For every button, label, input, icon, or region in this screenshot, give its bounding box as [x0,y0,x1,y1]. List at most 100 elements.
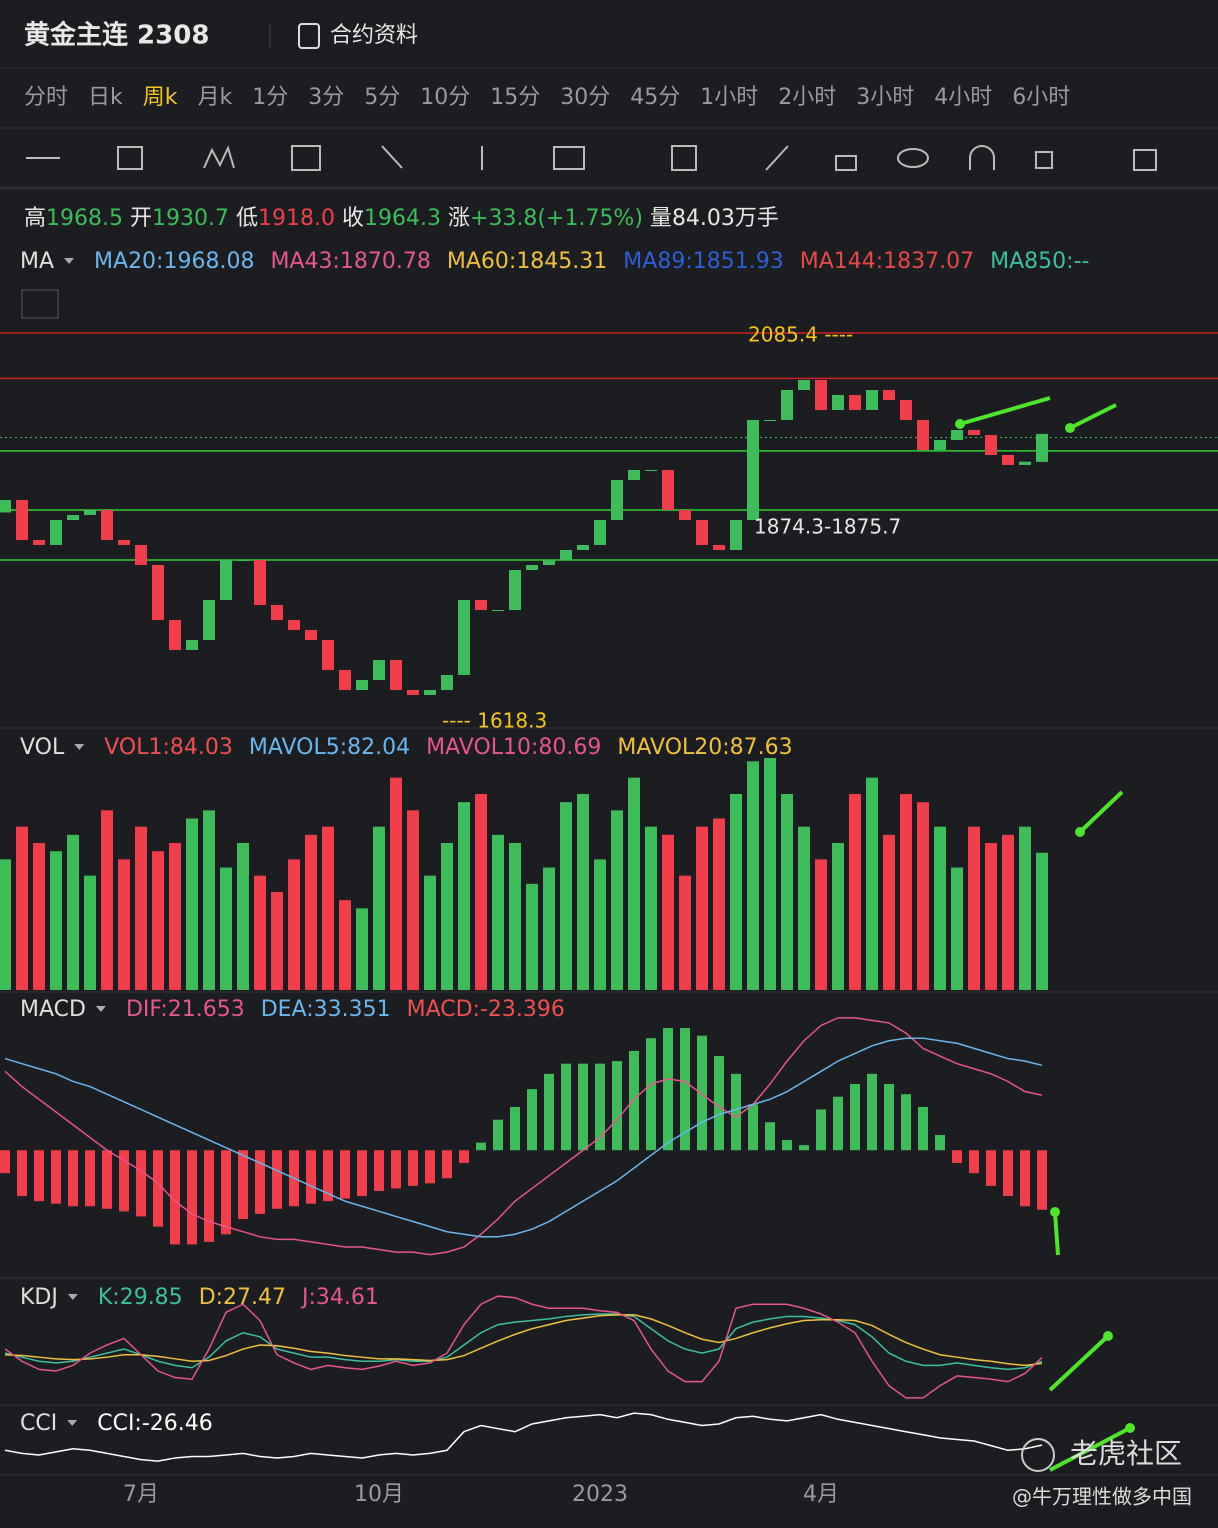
legend-item: MAVOL20:87.63 [617,735,792,760]
tool-copy[interactable] [1035,151,1053,169]
macd-bar [136,1150,146,1217]
tool-rect[interactable] [117,146,143,170]
candle [186,640,198,650]
candle [798,380,810,390]
volume-bar [611,810,623,990]
macd-bar [153,1150,163,1227]
timeframe-tab[interactable]: 3小时 [856,85,914,110]
timeframe-tab[interactable]: 1分 [252,85,288,110]
candle [781,390,793,420]
indicator-line [4,1313,1043,1371]
tool-eye[interactable] [897,148,929,168]
timeframe-tab[interactable]: 6小时 [1012,85,1070,110]
high-annotation: 2085.4 ---- [748,323,853,347]
volume-bar [203,810,215,990]
tool-grid[interactable] [291,145,321,171]
macd-bar [612,1061,622,1151]
annotation-arrow [1069,403,1117,430]
macd-bar [476,1142,486,1151]
tool-magnet[interactable] [969,145,995,170]
indicator-name[interactable]: VOL [20,735,65,760]
macd-bar [952,1150,962,1163]
tool-candle[interactable] [671,145,697,171]
candle [84,510,96,515]
volume-bar [186,818,198,990]
volume-bar [33,843,45,990]
indicator-name[interactable]: MA [20,249,54,274]
annotation-arrow [1048,1334,1110,1392]
timeframe-tab[interactable]: 30分 [560,85,610,110]
stat-label: 涨 [448,206,470,231]
dropdown [64,258,75,264]
candle [271,605,283,620]
legend-item: MA60:1845.31 [447,249,607,274]
candle [254,560,266,605]
watermark: 老虎社区 [1070,1437,1182,1470]
timeframe-tab[interactable]: 4小时 [934,85,992,110]
annotation-arrow [959,396,1051,426]
macd-bar [102,1150,112,1209]
macd-bar [391,1150,401,1189]
timeframe-tab[interactable]: 2小时 [778,85,836,110]
timeframe-tab[interactable]: 周k [143,85,178,110]
legend-item: VOL1:84.03 [104,735,233,760]
tool-arrow[interactable] [381,145,403,169]
tool-pen[interactable] [765,145,789,171]
arrow-head [1050,1207,1060,1217]
macd-bar [561,1063,571,1151]
volume-bar [560,802,572,990]
legend-item: D:27.47 [199,1285,286,1310]
volume-bar [254,875,266,990]
macd-bar [850,1084,860,1151]
tool-wave[interactable] [203,145,235,169]
volume-bar [84,875,96,990]
tool-delete[interactable] [1133,149,1157,171]
macd-bar [918,1106,928,1151]
timeframe-tab[interactable]: 1小时 [700,85,758,110]
macd-bar [527,1089,537,1151]
candle [1019,461,1031,465]
timeframe-tab[interactable]: 3分 [308,85,344,110]
watermark-logo [1021,1438,1055,1472]
volume-bar [764,758,776,990]
macd-bar [51,1150,61,1204]
legend-item: MA20:1968.08 [94,249,254,274]
candle [407,690,419,695]
legend-item: MACD:-23.396 [407,997,565,1022]
volume-bar [271,892,283,990]
indicator-name[interactable]: MACD [20,997,86,1022]
volume-bar [118,859,130,990]
timeframe-tab[interactable]: 15分 [490,85,540,110]
timeframe-tab[interactable]: 分时 [24,85,68,110]
indicator-name[interactable]: CCI [20,1411,57,1436]
macd-bar [697,1035,707,1151]
timeframe-tab[interactable]: 45分 [630,85,680,110]
candle [220,560,232,600]
indicator-name[interactable]: KDJ [20,1285,58,1310]
tool-text[interactable] [553,146,585,170]
timeframe-tab[interactable]: 月k [198,85,233,110]
timeframe-tab[interactable]: 5分 [364,85,400,110]
macd-bar [34,1150,44,1202]
macd-bar [833,1096,843,1151]
timeframe-tab[interactable]: 日k [88,85,123,110]
tool-lock[interactable] [835,155,857,171]
x-tick-label: 2023 [572,1482,628,1507]
contract-link[interactable]: 合约资料 [330,23,418,48]
collapse-button[interactable] [21,289,59,319]
candle [33,540,45,545]
volume-bar [1019,826,1031,990]
stat-label: 低 [236,206,258,231]
volume-bar [322,826,334,990]
candle [390,660,402,690]
timeframe-tab[interactable]: 10分 [420,85,470,110]
low-annotation: ---- 1618.3 [442,709,547,733]
candle [832,395,844,410]
annotation-arrow [1078,790,1124,834]
candle [662,470,674,510]
candle [934,440,946,450]
macd-bar [782,1140,792,1151]
candle [1002,455,1014,465]
candle [509,570,521,610]
